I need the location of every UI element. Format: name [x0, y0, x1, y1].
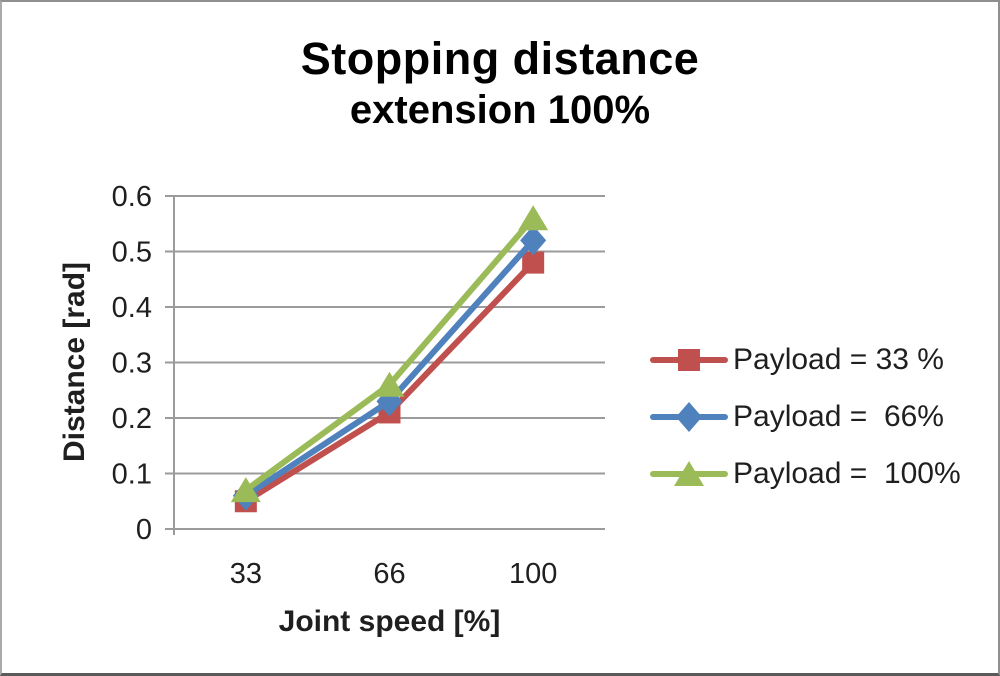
y-tick-label: 0.4	[112, 292, 152, 324]
data-point-triangle-100	[518, 205, 549, 231]
legend-label-payload-66: Payload = 66%	[733, 400, 944, 433]
data-point-square-100	[522, 251, 545, 274]
legend-item-payload-66: Payload = 66%	[650, 399, 961, 435]
legend-label-payload-33: Payload = 33 %	[733, 343, 944, 376]
legend-item-payload-100: Payload = 100%	[650, 456, 961, 492]
legend-diamond-glyph	[676, 402, 702, 432]
legend-marker-triangle-icon	[650, 461, 728, 486]
chart-title-line1: Stopping distance	[300, 33, 700, 84]
x-tick-label: 33	[230, 558, 262, 590]
data-point-diamond-100	[520, 225, 547, 256]
legend-label-payload-100: Payload = 100%	[733, 457, 961, 490]
y-tick-label: 0	[136, 514, 152, 546]
legend-item-payload-33: Payload = 33 %	[650, 342, 961, 378]
legend-square-glyph	[678, 349, 700, 371]
y-axis-title: Distance [rad]	[58, 262, 91, 462]
data-point-triangle-33	[230, 477, 261, 503]
x-axis-title: Joint speed [%]	[279, 605, 501, 638]
series-line-triangle	[242, 215, 537, 494]
legend: Payload = 33 % Payload = 66% Payload = 1…	[650, 342, 961, 492]
chart-title-line2: extension 100%	[349, 87, 651, 132]
legend-marker-square-icon	[650, 349, 728, 371]
y-tick-label: 0.1	[112, 459, 152, 491]
y-tick-label: 0.5	[112, 237, 152, 269]
x-tick-label: 100	[509, 558, 557, 590]
data-point-triangle-66	[374, 371, 405, 397]
legend-triangle-glyph	[674, 461, 704, 486]
chart-title: Stopping distance extension 100%	[2, 32, 998, 133]
y-tick-label: 0.2	[112, 403, 152, 435]
x-tick-label: 66	[373, 558, 405, 590]
y-tick-label: 0.3	[112, 348, 152, 380]
y-tick-label: 0.6	[112, 181, 152, 213]
legend-marker-diamond-icon	[650, 402, 728, 432]
